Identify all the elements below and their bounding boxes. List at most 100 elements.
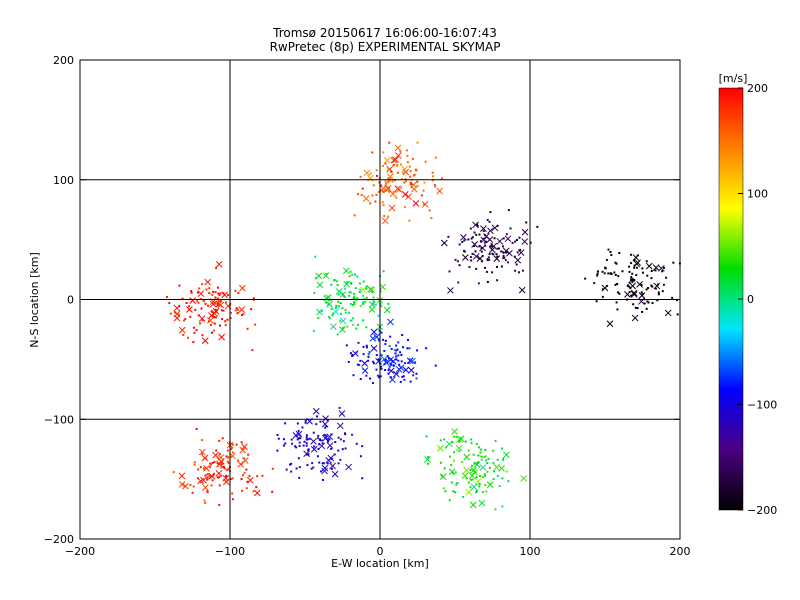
dot-marker	[633, 279, 636, 282]
dot-marker	[232, 451, 235, 454]
dot-marker	[193, 461, 196, 464]
dot-marker	[304, 421, 307, 424]
dot-marker	[487, 256, 490, 259]
x-marker	[361, 360, 369, 367]
dot-marker	[197, 301, 200, 304]
dot-marker	[246, 327, 249, 330]
dot-marker	[369, 377, 372, 380]
dot-marker	[362, 353, 365, 356]
dot-marker	[467, 449, 470, 452]
dot-marker	[498, 247, 501, 250]
dot-marker	[400, 178, 403, 181]
dot-marker	[395, 358, 398, 361]
dot-marker	[488, 258, 491, 261]
dot-marker	[380, 189, 383, 192]
x-marker	[345, 463, 352, 471]
dot-marker	[439, 439, 442, 442]
dot-marker	[471, 236, 474, 239]
dot-marker	[219, 292, 222, 295]
dot-marker	[492, 478, 495, 481]
dot-marker	[346, 325, 349, 328]
dot-marker	[235, 307, 238, 310]
dot-marker	[487, 458, 490, 461]
dot-marker	[342, 326, 345, 329]
dot-marker	[395, 196, 398, 199]
dot-marker	[344, 287, 347, 290]
dot-marker	[211, 462, 214, 465]
dot-marker	[477, 282, 480, 285]
dot-marker	[284, 422, 287, 425]
dot-marker	[336, 333, 339, 336]
dot-marker	[330, 307, 333, 310]
dot-marker	[376, 174, 379, 177]
dot-marker	[647, 286, 650, 289]
x-marker	[326, 442, 334, 449]
x-marker	[470, 483, 478, 491]
dot-marker	[383, 215, 386, 218]
x-tick-label: 200	[670, 545, 691, 558]
x-marker	[197, 290, 205, 297]
dot-marker	[489, 211, 492, 214]
dot-marker	[335, 304, 338, 307]
x-marker	[658, 264, 665, 272]
dot-marker	[192, 485, 195, 488]
dot-marker	[168, 302, 171, 305]
dot-marker	[381, 164, 384, 167]
x-marker	[381, 217, 389, 225]
dot-marker	[276, 449, 279, 452]
x-marker	[336, 422, 344, 430]
dot-marker	[500, 265, 503, 268]
dot-marker	[646, 274, 649, 277]
dot-marker	[382, 204, 385, 207]
dot-marker	[365, 285, 368, 288]
x-marker	[471, 241, 478, 248]
dot-marker	[448, 270, 451, 273]
dot-marker	[473, 462, 476, 465]
dot-marker	[230, 447, 233, 450]
dot-marker	[475, 489, 478, 492]
dot-marker	[217, 464, 220, 467]
dot-marker	[391, 180, 394, 183]
dot-marker	[388, 345, 391, 348]
dot-marker	[195, 427, 198, 430]
dot-marker	[290, 438, 293, 441]
dot-marker	[333, 453, 336, 456]
x-marker	[316, 308, 323, 316]
dot-marker	[651, 302, 654, 305]
x-marker	[410, 181, 417, 189]
dot-marker	[200, 307, 203, 310]
dot-marker	[387, 302, 390, 305]
dot-marker	[206, 490, 209, 493]
dot-marker	[326, 418, 329, 421]
dot-marker	[217, 300, 220, 303]
dot-marker	[353, 273, 356, 276]
dot-marker	[353, 302, 356, 305]
dot-marker	[441, 476, 444, 479]
dot-marker	[224, 324, 227, 327]
dot-marker	[188, 305, 191, 308]
dot-marker	[203, 499, 206, 502]
dot-marker	[616, 282, 619, 285]
dot-marker	[507, 480, 510, 483]
dot-marker	[203, 467, 206, 470]
dot-marker	[640, 283, 643, 286]
dot-marker	[502, 245, 505, 248]
dot-marker	[326, 462, 329, 465]
x-marker	[375, 357, 382, 365]
x-marker	[178, 326, 186, 334]
dot-marker	[485, 490, 488, 493]
dot-marker	[396, 372, 399, 375]
dot-marker	[256, 475, 259, 478]
dot-marker	[229, 311, 232, 314]
dot-marker	[324, 426, 327, 429]
x-marker	[633, 260, 641, 268]
dot-marker	[356, 275, 359, 278]
dot-marker	[471, 252, 474, 255]
dot-marker	[381, 201, 384, 204]
dot-marker	[452, 459, 455, 462]
dot-marker	[661, 290, 664, 293]
dot-marker	[500, 250, 503, 253]
dot-marker	[401, 334, 404, 337]
dot-marker	[361, 477, 364, 480]
dot-marker	[413, 173, 416, 176]
